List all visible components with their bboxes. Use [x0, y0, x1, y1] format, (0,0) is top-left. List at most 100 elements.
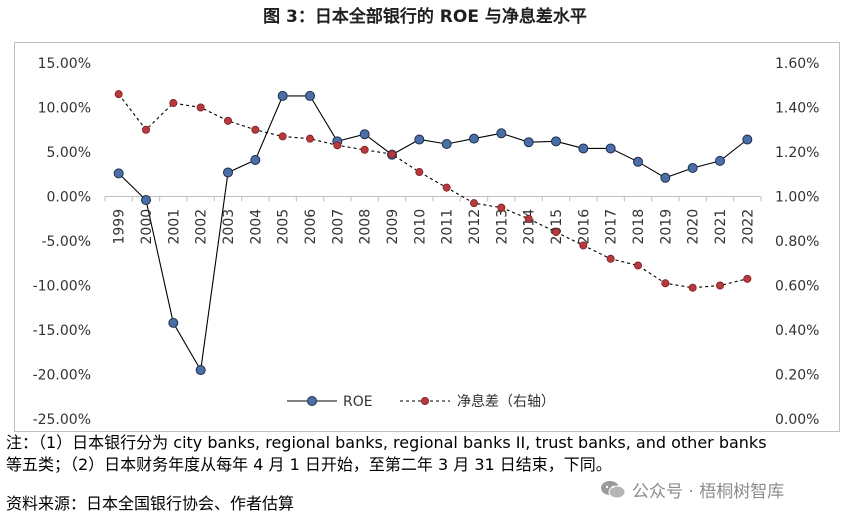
roe-point: [523, 137, 534, 148]
x-tick-label: 2015: [549, 209, 565, 245]
roe-point: [687, 163, 698, 174]
y-left-tick-label: -5.00%: [41, 234, 91, 250]
nim-point: [524, 214, 533, 223]
roe-point: [113, 168, 124, 179]
x-tick-label: 2016: [576, 209, 592, 245]
y-right-tick-label: 0.20%: [775, 368, 819, 384]
series-line-nim: [118, 93, 748, 289]
x-tick-label: 2014: [522, 209, 538, 245]
nim-point: [442, 183, 451, 192]
y-left-tick-label: 15.00%: [38, 56, 91, 72]
nim-point: [333, 141, 342, 150]
y-right-tick-label: 0.00%: [775, 412, 819, 428]
x-tick-label: 2009: [385, 209, 401, 245]
wechat-icon: [601, 480, 626, 498]
note-line-2: 等五类；（2）日本财务年度从每年 4 月 1 日开始，至第二年 3 月 31 日…: [6, 455, 612, 474]
roe-point: [277, 90, 288, 101]
y-right-tick-label: 0.40%: [775, 323, 819, 339]
nim-point: [634, 261, 643, 270]
roe-point: [250, 155, 261, 166]
nim-point: [497, 203, 506, 212]
series-line-roe: [118, 95, 748, 372]
roe-point: [195, 365, 206, 376]
x-tick-label: 2000: [139, 209, 155, 245]
y-left-tick-label: -10.00%: [33, 279, 91, 295]
watermark: 公众号 · 梧桐树智库: [600, 477, 784, 502]
nim-point: [169, 99, 178, 108]
chart-title: 图 3：日本全部银行的 ROE 与净息差水平: [263, 7, 587, 27]
legend-roe-marker: [307, 396, 317, 406]
x-tick-label: 2018: [631, 209, 647, 245]
roe-point: [715, 155, 725, 166]
y-left-tick-label: 5.00%: [47, 145, 91, 161]
nim-point: [469, 199, 478, 208]
nim-point: [688, 283, 697, 292]
nim-point: [716, 281, 725, 290]
x-tick-label: 2019: [658, 209, 674, 245]
roe-point: [660, 172, 671, 183]
roe-point: [168, 317, 179, 328]
chart-frame: -25.00% -20.00% -15.00% -10.00% -5.00% 0.00% 5…: [14, 42, 840, 432]
roe-nim-line-chart: -25.00% -20.00% -15.00% -10.00% -5.00% 0.00% 5…: [33, 56, 820, 428]
roe-point: [441, 138, 452, 149]
nim-point: [278, 132, 287, 141]
legend-nim-label: 净息差（右轴）: [457, 393, 555, 410]
legend-nim-marker: [420, 396, 429, 405]
roe-point: [469, 133, 479, 144]
nim-point: [579, 241, 588, 250]
nim-point: [360, 145, 369, 154]
nim-point: [196, 103, 205, 112]
y-right-tick-label: 1.60%: [775, 56, 819, 72]
nim-point: [552, 228, 561, 237]
roe-point: [551, 136, 561, 147]
y-right-tick-label: 1.40%: [775, 101, 819, 117]
source-note: 资料来源：日本全国银行协会、作者估算: [6, 494, 295, 513]
nim-point: [415, 168, 424, 177]
roe-point: [605, 143, 616, 154]
nim-point: [743, 274, 752, 283]
x-tick-label: 2020: [686, 209, 702, 245]
x-tick-label: 2022: [740, 209, 756, 245]
note-line-1: 注：（1）日本银行分为 city banks, regional banks, …: [6, 433, 767, 452]
y-left-tick-label: -20.00%: [33, 368, 91, 384]
y-left-tick-label: 10.00%: [38, 101, 91, 117]
roe-point: [742, 134, 753, 145]
roe-point: [414, 134, 425, 145]
legend: ROE 净息差（右轴）: [287, 393, 555, 410]
x-tick-label: 2008: [358, 209, 374, 245]
x-tick-label: 2004: [248, 209, 264, 245]
nim-point: [142, 125, 151, 134]
y-left-tick-label: 0.00%: [47, 190, 91, 206]
x-tick-label: 2006: [303, 209, 319, 245]
x-tick-label: 2003: [221, 209, 237, 245]
x-tick-label: 2002: [194, 209, 210, 245]
roe-point: [305, 90, 315, 101]
y-right-tick-label: 1.00%: [775, 190, 819, 206]
nim-point: [661, 279, 670, 288]
roe-point: [496, 128, 507, 139]
x-tick-label: 2021: [713, 209, 729, 245]
nim-point: [251, 125, 260, 134]
nim-point: [114, 90, 123, 99]
nim-point: [305, 134, 314, 143]
y-right-tick-label: 0.80%: [775, 234, 819, 250]
nim-point: [223, 116, 232, 125]
y-right-tick-label: 0.60%: [775, 279, 819, 295]
x-tick-label: 2011: [440, 209, 456, 245]
roe-point: [633, 156, 643, 167]
x-tick-label: 2013: [494, 209, 510, 245]
x-tick-label: 2017: [604, 209, 620, 245]
roe-point: [223, 167, 233, 178]
x-tick-label: 2005: [276, 209, 292, 245]
roe-point: [141, 195, 151, 206]
roe-point: [359, 129, 370, 140]
y-right-tick-label: 1.20%: [775, 145, 819, 161]
x-tick-label: 2010: [412, 209, 428, 245]
roe-point: [578, 143, 589, 154]
watermark-text: 公众号 · 梧桐树智库: [632, 482, 785, 502]
x-tick-label: 1999: [112, 209, 128, 245]
x-tick-label: 2001: [166, 209, 182, 245]
y-left-tick-label: -25.00%: [33, 412, 91, 428]
x-tick-label: 2007: [330, 209, 346, 245]
y-left-tick-label: -15.00%: [33, 323, 91, 339]
